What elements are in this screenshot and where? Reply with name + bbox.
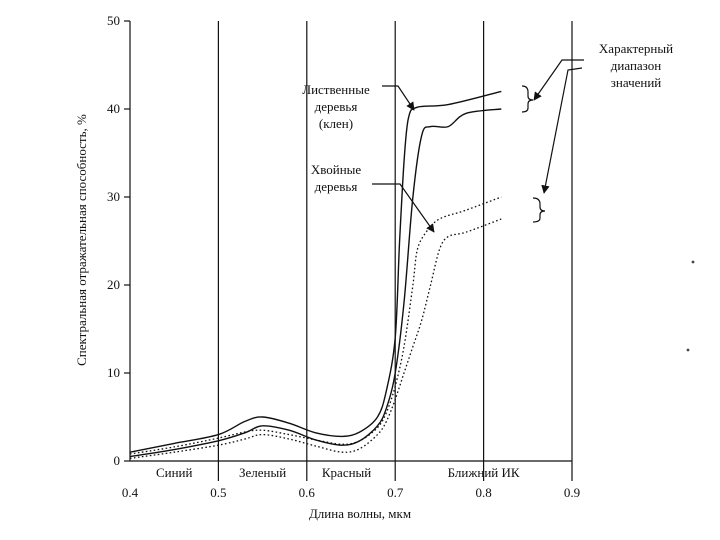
deciduous-lower-curve — [129, 108, 502, 458]
annotation-deciduous-line3: (клен) — [319, 116, 353, 131]
y-axis-title: Спектральная отражательная способность, … — [74, 114, 89, 366]
deciduous-upper-curve — [129, 90, 502, 453]
deciduous-leader-arrow — [382, 85, 415, 111]
coniferous-range-brace — [532, 197, 546, 223]
deciduous-range-brace — [521, 85, 534, 113]
x-tick-label: 0.9 — [564, 485, 580, 500]
annotation-deciduous-line1: Лиственные — [302, 82, 370, 97]
coniferous-lower-curve — [129, 218, 502, 460]
y-tick-label: 10 — [107, 365, 120, 380]
y-tick-label: 0 — [114, 453, 121, 468]
x-axis-title: Длина волны, мкм — [309, 506, 411, 521]
y-tick-label: 20 — [107, 277, 120, 292]
range-leader-arrow-lower — [541, 67, 583, 194]
coniferous-leader-arrow — [372, 183, 435, 233]
band-label: Ближний ИК — [448, 465, 520, 480]
annotation-deciduous-line2: деревья — [315, 99, 358, 114]
x-tick-label: 0.6 — [299, 485, 316, 500]
annotation-range-line2: диапазон — [611, 58, 661, 73]
x-tick-label: 0.4 — [122, 485, 139, 500]
x-tick-label: 0.8 — [475, 485, 491, 500]
y-tick-label: 50 — [107, 13, 120, 28]
x-tick-label: 0.5 — [210, 485, 226, 500]
annotation-range-line1: Характерный — [599, 41, 673, 56]
annotation-coniferous-line1: Хвойные — [311, 162, 362, 177]
band-label: Красный — [322, 465, 371, 480]
y-tick-label: 40 — [107, 101, 120, 116]
band-label: Синий — [156, 465, 193, 480]
y-tick-label: 30 — [107, 189, 120, 204]
annotation-coniferous-line2: деревья — [315, 179, 358, 194]
scan-artifact-dot — [691, 260, 695, 264]
range-leader-arrow-upper — [533, 59, 584, 101]
annotation-range-line3: значений — [611, 75, 662, 90]
x-tick-label: 0.7 — [387, 485, 404, 500]
coniferous-upper-curve — [129, 196, 502, 455]
scan-artifact-dot — [686, 348, 690, 352]
band-label: Зеленый — [239, 465, 286, 480]
